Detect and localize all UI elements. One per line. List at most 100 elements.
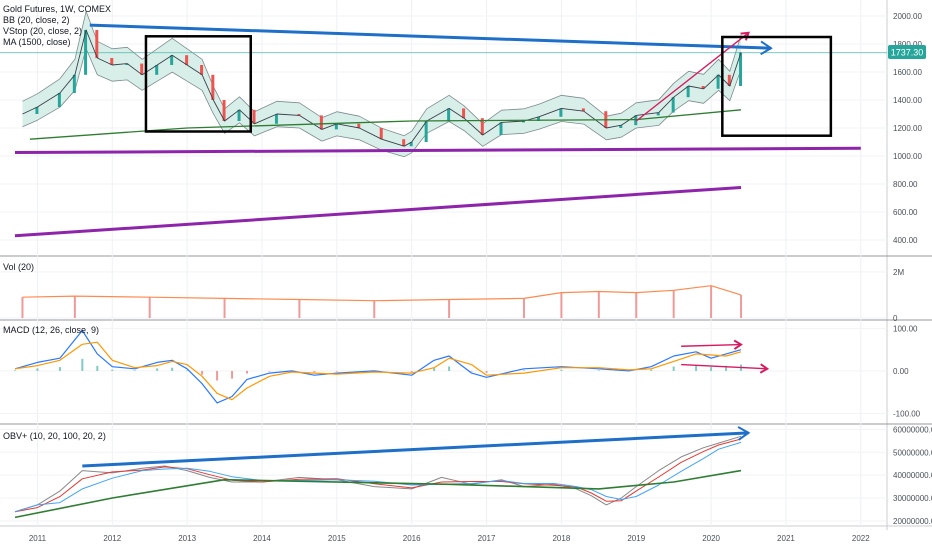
macd-histogram-bar [81,358,84,371]
volume-bar [298,299,301,318]
macd-histogram-bar [710,367,713,371]
resistance-trend-arrow-head [760,40,773,56]
candle [357,123,361,128]
macd-y-tick-label-1: 0.00 [893,367,909,376]
candle [379,128,383,140]
indicator-label-bb: BB (20, close, 2) [3,15,70,25]
obv-y-tick-label-1: 50000000.00 [893,448,932,457]
obv-y-tick-label-4: 20000000.00 [893,517,932,526]
long-uptrend-line [14,186,742,238]
volume-ma-line [22,285,742,302]
candle [140,63,144,75]
macd-upper-arrow [681,343,742,347]
candle [237,109,241,121]
candle [536,116,540,121]
candle [334,123,338,130]
obv-pane: 60000000.00 50000000.00 40000000.00 3000000… [0,425,932,526]
candle [521,121,525,123]
macd-y-tick-label-2: -100.00 [893,409,921,418]
macd-lower-arrow-head [759,363,770,374]
obv-long-ma [14,469,742,519]
price-y-tick-label-0: 2000.00 [893,12,922,21]
candle [727,74,731,86]
volume-bar [710,285,713,318]
volume-title: Vol (20) [3,262,34,272]
macd-histogram-bar [133,370,136,371]
obv-line [14,435,742,513]
macd-histogram-bar [201,370,204,375]
candle [656,112,660,116]
volume-bar [635,292,638,318]
candle [222,100,226,121]
candle [409,142,413,147]
time-axis: 2011 2012 2013 2014 2015 2016 2017 2018 2019 2020… [29,534,870,543]
macd-histogram-bar [111,369,114,371]
volume-bar [522,298,525,318]
obv-trend-arrow-head [737,426,751,441]
macd-histogram-bar [246,370,249,374]
candle [447,108,451,121]
macd-histogram-bar [171,367,174,371]
macd-histogram-bar [231,370,234,379]
time-tick-label-1: 2012 [103,534,121,543]
price-title: Gold Futures, 1W, COMEX [3,4,111,14]
candle [185,55,189,65]
candle [95,30,99,58]
macd-plot [0,327,887,414]
candle [170,55,174,65]
volume-bar [560,292,563,318]
volume-bar [672,290,675,318]
obv-slow-ma [14,441,742,513]
time-tick-label-7: 2018 [552,534,570,543]
candle [686,86,690,98]
candle [739,52,743,86]
highlight-box-1 [721,35,833,137]
price-plot [0,10,887,241]
obv-y-tick-label-3: 30000000.00 [893,494,932,503]
candle [155,65,159,75]
macd-histogram-bar [725,365,728,371]
candle [200,65,204,75]
macd-histogram-bar [522,370,525,371]
candle [252,109,256,124]
macd-histogram-bar [560,369,563,371]
macd-y-tick-label-0: 100.00 [893,324,918,333]
candle [701,86,705,89]
price-ma-line [29,109,742,140]
volume-bar [223,298,226,318]
macd-histogram-bar [597,370,600,371]
macd-histogram-bar [36,368,39,371]
time-tick-label-5: 2016 [403,534,421,543]
obv-y-axis: 60000000.00 50000000.00 40000000.00 3000000… [893,425,932,525]
candle [274,114,278,124]
macd-histogram-bar [485,370,488,373]
candle [297,114,301,116]
price-y-tick-label-5: 1000.00 [893,152,922,161]
last-price-badge [888,45,926,59]
time-tick-label-6: 2017 [478,534,496,543]
candle [634,115,638,126]
obv-title: OBV+ (10, 20, 100, 20, 2) [3,431,106,441]
macd-histogram-bar [695,365,698,371]
candle [35,107,39,114]
candle [125,63,129,65]
macd-histogram-bar [650,369,653,371]
volume-bar [148,297,151,318]
volume-bar [373,300,376,318]
macd-histogram-bar [58,367,61,371]
candle [424,121,428,142]
time-tick-label-4: 2015 [328,534,346,543]
macd-histogram-bar [216,370,219,381]
highlight-box-0 [144,35,253,133]
price-y-tick-label-1: 1800.00 [893,40,922,49]
volume-y-axis: 2M 0 [893,268,904,323]
time-tick-label-0: 2011 [29,534,47,543]
macd-histogram-bar [96,365,99,371]
price-pane: 2000.00 1800.00 1600.00 1400.00 1200.00 1000.… [0,4,926,245]
macd-histogram-bar [268,370,271,372]
macd-histogram-bar [672,366,675,371]
obv-trend-arrow [82,431,749,468]
time-tick-label-3: 2014 [253,534,271,543]
candle [480,118,484,135]
